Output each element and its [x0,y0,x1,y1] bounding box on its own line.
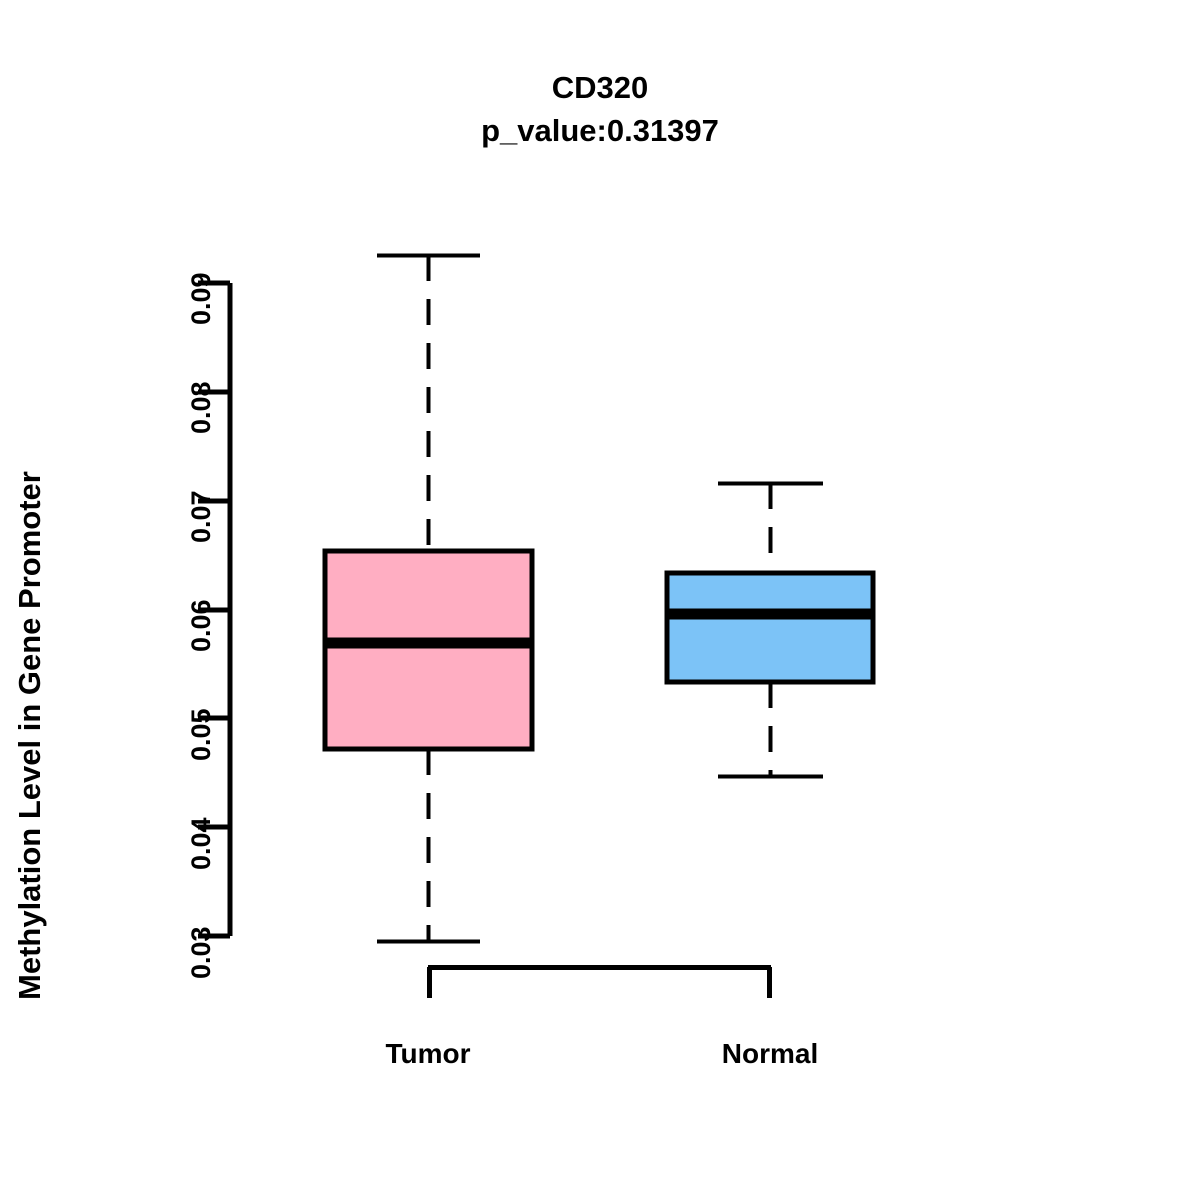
figure-title-block: CD320 p_value:0.31397 [0,66,1200,152]
box-body-normal [664,570,876,685]
box-normal [664,481,876,779]
y-axis [198,280,233,939]
page-title: CD320 [551,70,649,105]
box-body-tumor [322,548,535,752]
box-tumor [322,253,535,944]
x-tick-label-normal: Normal [721,1038,819,1069]
figure-subtitle: p_value:0.31397 [481,113,719,148]
x-tick-label-tumor: Tumor [385,1038,471,1069]
x-axis [427,965,772,998]
